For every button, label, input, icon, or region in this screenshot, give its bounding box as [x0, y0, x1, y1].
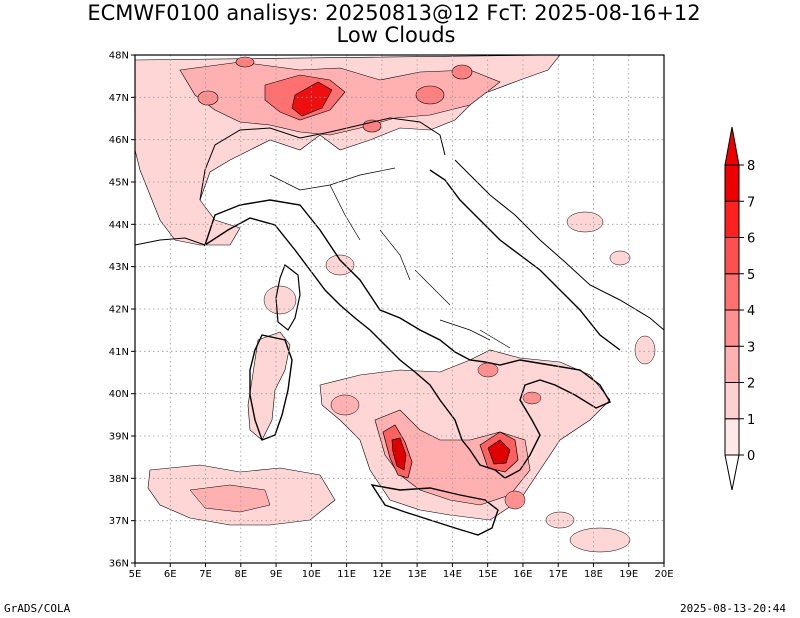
- lon-tick-label: 13E: [408, 569, 427, 580]
- legend-level-label: 4: [747, 304, 755, 319]
- cloud-patch-ligurian: [325, 254, 355, 276]
- cloud-patch-ionian: [545, 511, 575, 529]
- legend-level-label: 6: [747, 232, 755, 247]
- graticule: [135, 55, 664, 563]
- lon-tick-label: 20E: [654, 569, 673, 580]
- lon-tick-label: 19E: [619, 569, 638, 580]
- cloud-area-southwest-mid: [189, 484, 271, 513]
- cloud-patch-sardinia-sea: [263, 285, 297, 315]
- northern-border: [199, 117, 446, 201]
- legend-level-label: 0: [747, 449, 755, 464]
- lon-tick-label: 12E: [372, 569, 391, 580]
- footer-software-label: GrADS/COLA: [4, 602, 71, 615]
- italy-coastline: [203, 199, 612, 479]
- legend-swatch: [724, 382, 740, 420]
- lon-tick-label: 9E: [270, 569, 283, 580]
- legend-swatch: [724, 237, 740, 275]
- lon-tick-label: 18E: [584, 569, 603, 580]
- lat-tick-label: 46N: [109, 135, 129, 146]
- lon-tick-label: 8E: [234, 569, 247, 580]
- cloud-cell-alps-west: [197, 90, 219, 106]
- cloud-area-alps-peak: [291, 81, 333, 117]
- lat-tick-label: 47N: [109, 93, 129, 104]
- sicily-outline: [370, 484, 499, 536]
- legend-level-label: 7: [747, 195, 755, 210]
- legend-level-label: 3: [747, 340, 755, 355]
- lat-tick-label: 41N: [109, 347, 129, 358]
- lon-tick-label: 5E: [129, 569, 142, 580]
- lat-tick-label: 45N: [109, 178, 129, 189]
- latitude-axis: 36N 37N 38N 39N 40N 41N 42N 43N 44N 45N 46N 47N 48N: [109, 51, 135, 570]
- cloud-area-tyrrhenian-peak: [391, 437, 407, 471]
- legend-swatch: [724, 273, 740, 311]
- color-legend: 0 1 2 3 4 5 6 7 8: [724, 126, 755, 491]
- lat-tick-label: 44N: [109, 220, 129, 231]
- cloud-area-alps-inner: [179, 61, 501, 136]
- lat-tick-label: 42N: [109, 305, 129, 316]
- sardinia-outline: [249, 334, 293, 441]
- legend-swatch: [724, 200, 740, 238]
- lat-tick-label: 38N: [109, 474, 129, 485]
- legend-arrow-low: [724, 454, 740, 491]
- lat-tick-label: 40N: [109, 389, 129, 400]
- lon-tick-label: 7E: [199, 569, 212, 580]
- lat-tick-label: 39N: [109, 432, 129, 443]
- lon-tick-label: 6E: [164, 569, 177, 580]
- lat-tick-label: 37N: [109, 516, 129, 527]
- cloud-cell-upper-left: [235, 56, 255, 68]
- lat-tick-label: 43N: [109, 262, 129, 273]
- title-forecast-info: ECMWF0100 analisys: 20250813@12 FcT: 202…: [87, 1, 701, 25]
- cloud-area-south-mid: [374, 409, 531, 506]
- adriatic-coastline: [429, 169, 621, 351]
- lon-tick-label: 15E: [478, 569, 497, 580]
- legend-level-label: 5: [747, 268, 755, 283]
- legend-swatch: [724, 345, 740, 383]
- title-variable: Low Clouds: [336, 23, 456, 47]
- longitude-axis: 5E 6E 7E 8E 9E 10E 11E 12E 13E 14E 15E 16E 17E 18E 19E…: [129, 563, 674, 580]
- cloud-field: [135, 55, 656, 553]
- cloud-area-sardinia: [247, 331, 291, 441]
- lon-tick-label: 17E: [549, 569, 568, 580]
- cloud-patch-balkans-2: [609, 250, 631, 266]
- cloud-patch-far-south: [569, 527, 631, 553]
- lon-tick-label: 10E: [302, 569, 321, 580]
- legend-arrow-high: [724, 126, 740, 166]
- lat-tick-label: 36N: [109, 559, 129, 570]
- legend-swatch: [724, 164, 740, 202]
- cloud-area-calabria-peak: [487, 439, 511, 465]
- cloud-cell-tyrrhenian-west: [330, 394, 360, 416]
- france-coastline: [135, 237, 206, 246]
- lon-tick-label: 14E: [443, 569, 462, 580]
- cloud-cell-sicily-east: [504, 490, 526, 510]
- cloud-patch-balkans-3: [634, 335, 656, 365]
- map-title: ECMWF0100 analisys: 20250813@12 FcT: 202…: [0, 2, 800, 46]
- legend-level-label: 2: [747, 377, 755, 392]
- cloud-cell-alps-far-east: [451, 64, 473, 80]
- legend-level-label: 1: [747, 413, 755, 428]
- lon-tick-label: 11E: [337, 569, 356, 580]
- cloud-cell-alps-east: [415, 85, 445, 105]
- regional-borders: [269, 167, 511, 349]
- corsica-outline: [275, 264, 301, 331]
- lon-tick-label: 16E: [513, 569, 532, 580]
- legend-swatch: [724, 309, 740, 347]
- footer-timestamp: 2025-08-13-20:44: [680, 602, 786, 615]
- cloud-patch-balkans-1: [566, 211, 604, 233]
- legend-level-label: 8: [747, 159, 755, 174]
- legend-swatch: [724, 418, 740, 456]
- cloud-area-south: [319, 349, 611, 521]
- lat-tick-label: 48N: [109, 51, 129, 62]
